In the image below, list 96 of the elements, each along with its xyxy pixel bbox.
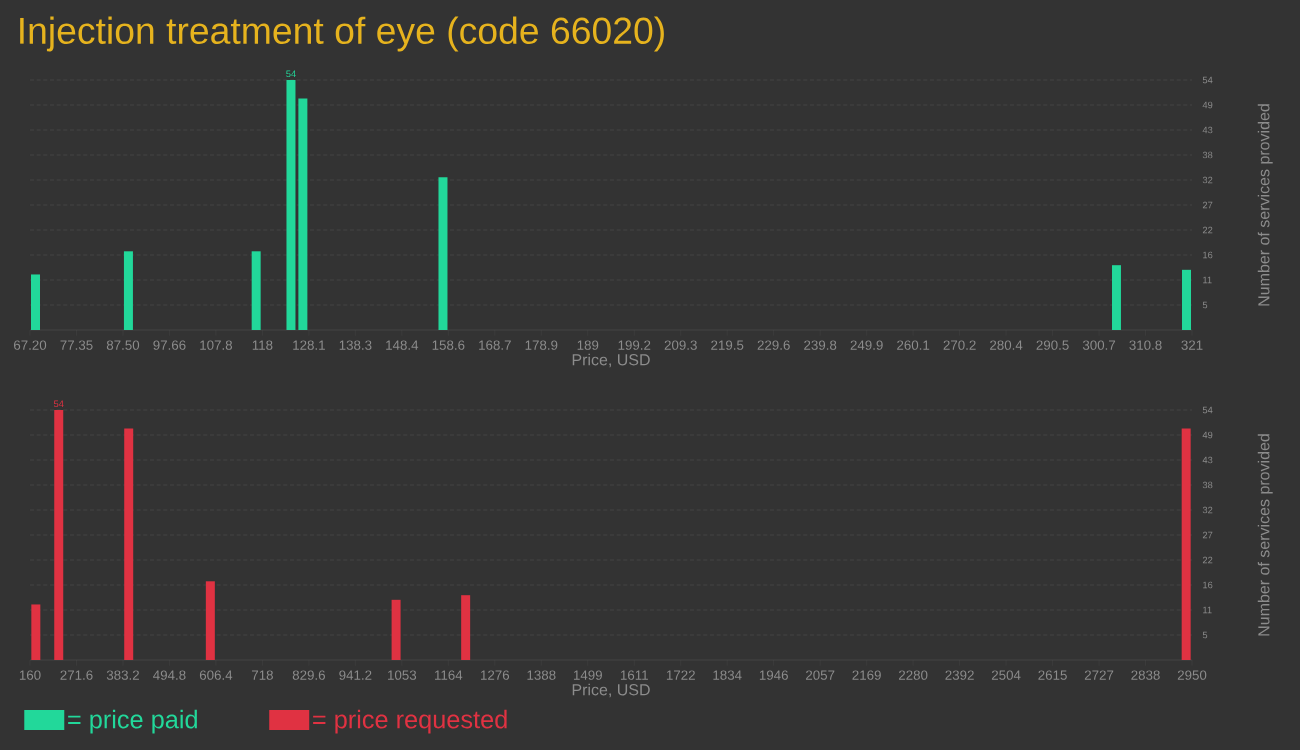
x-tick-label: 219.5 — [711, 340, 744, 350]
x-tick-label: 310.8 — [1129, 340, 1162, 350]
y-tick-label: 49 — [1202, 101, 1213, 109]
x-tick-label: 2504 — [991, 670, 1021, 680]
bar — [205, 581, 215, 660]
x-tick-label: 148.4 — [386, 340, 419, 350]
x-tick-label: 718 — [251, 670, 273, 680]
y-tick-label: 54 — [1202, 76, 1213, 84]
x-tick-label: 321 — [1181, 340, 1203, 350]
x-tick-label: 107.8 — [200, 340, 233, 350]
data-label: 54 — [53, 400, 64, 408]
x-tick-label: 2280 — [898, 670, 928, 680]
x-tick-label: 941.2 — [339, 670, 372, 680]
y-tick-label: 22 — [1202, 556, 1213, 564]
bar — [286, 80, 296, 330]
chart-title: Injection treatment of eye (code 66020) — [20, 16, 664, 52]
y-tick-label: 5 — [1202, 631, 1208, 639]
y-tick-label: 43 — [1202, 126, 1213, 134]
x-tick-label: 271.6 — [60, 670, 93, 680]
x-tick-label: 1722 — [666, 670, 695, 680]
y-tick-label: 38 — [1202, 481, 1213, 489]
x-tick-label: 118 — [252, 340, 273, 350]
x-tick-label: 1388 — [527, 670, 556, 680]
y-tick-label: 32 — [1202, 506, 1213, 514]
x-tick-label: 2392 — [945, 670, 974, 680]
x-tick-label: 249.9 — [850, 340, 883, 350]
bar — [54, 410, 64, 660]
x-tick-label: 229.6 — [757, 340, 790, 350]
x-tick-label: 1276 — [481, 670, 510, 680]
x-tick-label: 606.4 — [199, 670, 233, 680]
x-axis-title: Price, USD — [572, 353, 650, 368]
y-tick-label: 16 — [1203, 581, 1213, 589]
x-tick-label: 178.9 — [525, 340, 558, 350]
x-tick-label: 300.7 — [1082, 340, 1116, 350]
x-tick-label: 2950 — [1177, 670, 1207, 680]
bar — [461, 595, 471, 660]
x-tick-label: 128.1 — [293, 340, 325, 350]
x-tick-label: 2169 — [852, 670, 881, 680]
y-axis-title: Number of services provided — [1257, 104, 1273, 306]
x-tick-label: 67.20 — [13, 340, 47, 350]
x-tick-label: 1611 — [620, 670, 648, 680]
x-tick-label: 1053 — [388, 670, 417, 680]
bar — [1182, 269, 1192, 330]
x-tick-label: 138.3 — [339, 340, 372, 350]
x-tick-label: 239.8 — [804, 340, 837, 350]
x-tick-label: 383.2 — [106, 670, 139, 680]
bar — [391, 599, 401, 660]
bar — [31, 274, 40, 330]
x-tick-label: 270.2 — [943, 340, 976, 350]
bar — [438, 177, 448, 330]
bar — [123, 251, 133, 330]
x-tick-label: 158.6 — [432, 340, 465, 350]
x-tick-label: 2057 — [806, 670, 835, 680]
y-tick-label: 49 — [1202, 431, 1213, 439]
x-tick-label: 494.8 — [153, 670, 186, 680]
x-tick-label: 199.2 — [618, 340, 651, 350]
x-tick-label: 260.1 — [897, 340, 930, 350]
y-tick-label: 43 — [1202, 456, 1213, 464]
bar — [1111, 265, 1121, 330]
y-tick-label: 32 — [1202, 176, 1213, 184]
legend-label: = price paid — [68, 709, 197, 734]
x-tick-label: 1164 — [435, 670, 463, 680]
y-tick-label: 11 — [1203, 606, 1212, 614]
data-label: 54 — [286, 70, 296, 78]
bar — [251, 251, 261, 330]
x-tick-label: 280.4 — [990, 340, 1023, 350]
x-tick-label: 97.66 — [153, 340, 186, 350]
legend-label: = price requested — [313, 709, 507, 734]
bar — [124, 428, 134, 660]
x-tick-label: 209.3 — [664, 340, 697, 350]
x-axis-title: Price, USD — [572, 683, 650, 698]
y-tick-label: 38 — [1202, 151, 1213, 159]
x-tick-label: 168.7 — [479, 340, 511, 350]
x-tick-label: 290.5 — [1036, 340, 1069, 350]
bar — [31, 604, 41, 660]
x-tick-label: 2838 — [1131, 670, 1160, 680]
y-tick-label: 27 — [1202, 201, 1213, 209]
x-tick-label: 2727 — [1084, 670, 1114, 680]
x-tick-label: 829.6 — [292, 670, 325, 680]
y-tick-label: 16 — [1203, 251, 1213, 259]
x-tick-label: 1946 — [759, 670, 788, 680]
x-tick-label: 189 — [577, 340, 599, 350]
y-tick-label: 27 — [1202, 531, 1213, 539]
x-tick-label: 1834 — [713, 670, 742, 680]
x-tick-label: 2615 — [1038, 670, 1067, 680]
bar — [298, 98, 308, 330]
y-tick-label: 54 — [1202, 406, 1213, 414]
bar — [1181, 428, 1191, 660]
x-tick-label: 87.50 — [106, 340, 140, 350]
x-tick-label: 160 — [19, 670, 41, 680]
y-tick-label: 5 — [1202, 301, 1208, 309]
x-tick-label: 1499 — [573, 670, 602, 680]
x-tick-label: 77.35 — [60, 340, 93, 350]
y-axis-title: Number of services provided — [1257, 434, 1273, 636]
y-tick-label: 11 — [1203, 276, 1212, 284]
y-tick-label: 22 — [1202, 226, 1213, 234]
